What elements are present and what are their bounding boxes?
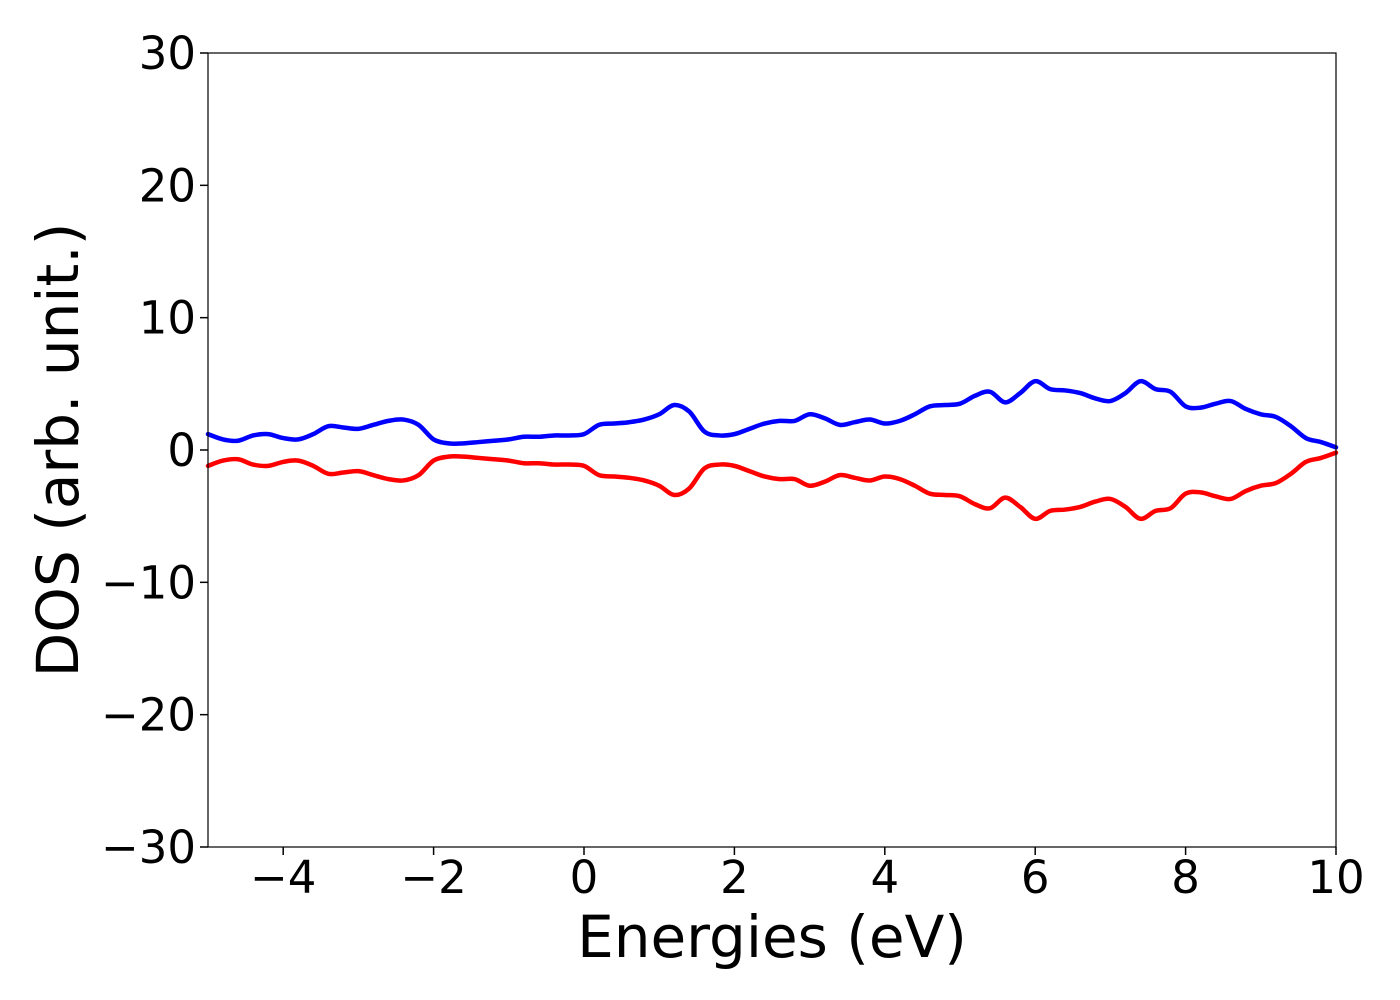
plot-area <box>205 378 1339 522</box>
x-axis-label: Energies (eV) <box>577 903 967 971</box>
y-tick-label: −30 <box>101 821 196 874</box>
plot-frame <box>207 52 1337 848</box>
x-tick-label: 8 <box>1171 851 1200 904</box>
y-axis-label: DOS (arb. unit.) <box>24 223 92 678</box>
blue-dos-line <box>205 378 1339 450</box>
x-tick-label: −4 <box>250 851 316 904</box>
x-tick-label: 10 <box>1307 851 1364 904</box>
x-tick-label: 6 <box>1021 851 1050 904</box>
y-tick-label: 30 <box>139 27 196 80</box>
y-tick-label: 20 <box>139 159 196 212</box>
x-tick-label: −2 <box>400 851 466 904</box>
red-dos-line <box>205 450 1339 522</box>
y-tick-label: −10 <box>101 556 196 609</box>
x-tick-label: 2 <box>720 851 749 904</box>
x-tick-label: 0 <box>570 851 599 904</box>
x-tick-label: 4 <box>870 851 899 904</box>
y-tick-label: 10 <box>139 292 196 345</box>
y-tick-label: 0 <box>167 424 196 477</box>
y-tick-label: −20 <box>101 689 196 742</box>
